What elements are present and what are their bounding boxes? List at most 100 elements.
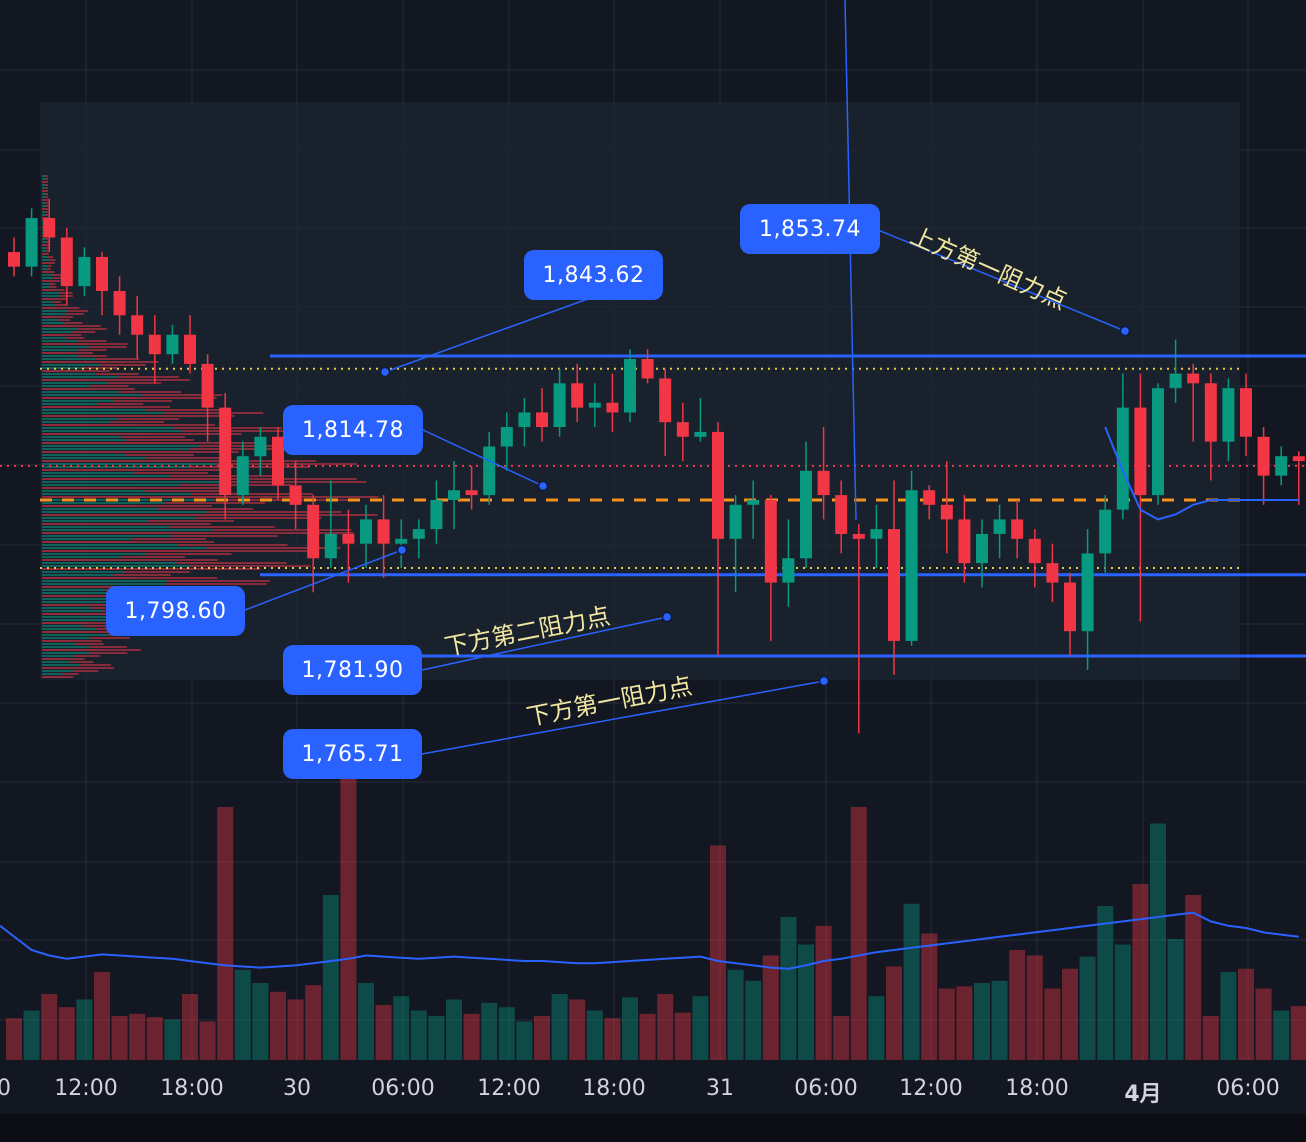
profile-bar-buy [42, 238, 46, 240]
profile-bar-sell [177, 544, 288, 546]
candle-body [641, 359, 654, 379]
profile-bar-buy [42, 508, 158, 510]
profile-bar-sell [117, 376, 180, 378]
profile-bar-buy [42, 175, 46, 177]
profile-bar-sell [49, 283, 56, 285]
profile-bar-buy [42, 313, 65, 315]
profile-bar-buy [42, 616, 131, 618]
volume-bar [780, 917, 797, 1060]
profile-bar-buy [42, 298, 56, 300]
profile-bar-sell [206, 511, 342, 513]
profile-bar-sell [51, 280, 60, 282]
volume-bar [1255, 988, 1272, 1060]
profile-bar-sell [189, 565, 311, 567]
profile-bar-buy [42, 187, 46, 189]
volume-bar [850, 807, 867, 1060]
profile-bar-sell [89, 385, 129, 387]
price-label-support-high[interactable]: 1,798.60 [106, 586, 245, 636]
profile-bar-sell [45, 208, 48, 210]
profile-bar-sell [227, 496, 379, 498]
profile-bar-sell [48, 256, 53, 258]
profile-bar-sell [138, 397, 217, 399]
profile-bar-buy [42, 607, 92, 609]
volume-bar [551, 994, 568, 1060]
profile-bar-buy [42, 493, 191, 495]
profile-bar-sell [165, 583, 267, 585]
candle-body [500, 427, 513, 447]
volume-bar [305, 985, 322, 1060]
profile-bar-sell [77, 355, 107, 357]
profile-bar-sell [47, 265, 52, 267]
volume-moving-average [0, 911, 1299, 970]
profile-bar-buy [42, 421, 110, 423]
profile-bar-buy [42, 511, 207, 513]
profile-bar-buy [42, 190, 46, 192]
candle-body [1187, 373, 1200, 384]
profile-bar-buy [42, 448, 190, 450]
profile-bar-sell [125, 454, 194, 456]
profile-bar-sell [77, 340, 107, 342]
profile-bar-buy [42, 334, 64, 336]
annotation-connector [421, 616, 668, 671]
candle-body [8, 252, 20, 267]
profile-bar-buy [42, 412, 164, 414]
x-tick-label: 12:00 [899, 1076, 963, 1101]
volume-bar [481, 1002, 498, 1060]
profile-bar-sell [158, 508, 253, 510]
price-label-support-2[interactable]: 1,781.90 [283, 645, 422, 695]
profile-bar-buy [42, 196, 46, 198]
annotation-connector [844, 0, 857, 521]
candle-body [852, 533, 865, 539]
volume-bar [833, 1016, 850, 1060]
profile-bar-sell [64, 322, 83, 324]
profile-bar-sell [45, 181, 48, 183]
price-label-resistance-1[interactable]: 1,853.74 [740, 204, 880, 254]
profile-bar-sell [74, 640, 102, 642]
profile-bar-buy [42, 544, 177, 546]
x-tick-label: 18:00 [1005, 1076, 1069, 1101]
profile-bar-sell [112, 574, 171, 576]
profile-bar-buy [42, 484, 180, 486]
annotation-anchor-dot [1119, 325, 1131, 337]
profile-bar-sell [99, 364, 146, 366]
profile-bar-buy [42, 391, 119, 393]
profile-bar-buy [42, 646, 89, 648]
profile-bar-buy [42, 490, 145, 492]
volume-bar [498, 1007, 515, 1060]
profile-bar-buy [42, 532, 214, 534]
candle-body [377, 519, 390, 544]
profile-bar-buy [42, 433, 152, 435]
profile-bar-buy [42, 649, 97, 651]
profile-bar-buy [42, 403, 98, 405]
profile-bar-sell [75, 643, 104, 645]
volume-bar [146, 1017, 163, 1060]
profile-bar-sell [190, 550, 312, 552]
volume-bar [674, 1012, 691, 1060]
price-label-support-1[interactable]: 1,765.71 [283, 729, 422, 779]
volume-bar [516, 1021, 533, 1060]
profile-bar-buy [42, 241, 47, 243]
profile-bar-sell [79, 664, 111, 666]
candle-body [588, 402, 601, 408]
candle-body [236, 456, 249, 496]
profile-bar-buy [42, 289, 55, 291]
profile-bar-buy [42, 526, 170, 528]
candle-body [993, 519, 1006, 534]
price-label-resistance-2[interactable]: 1,843.62 [524, 250, 663, 300]
volume-bar [1097, 906, 1114, 1060]
price-label-poc[interactable]: 1,814.78 [283, 405, 423, 455]
candle-body [219, 407, 232, 496]
profile-bar-sell [146, 553, 232, 555]
profile-bar-buy [42, 253, 46, 255]
profile-bar-buy [42, 406, 113, 408]
x-tick-label: 12:00 [54, 1076, 118, 1101]
profile-bar-sell [123, 379, 190, 381]
candle-body [835, 495, 848, 534]
volume-bar [1114, 944, 1131, 1060]
price-moving-average [1104, 426, 1299, 521]
profile-bar-buy [42, 505, 136, 507]
annotation-connector [422, 429, 544, 487]
profile-bar-sell [58, 292, 73, 294]
profile-bar-buy [42, 637, 91, 639]
